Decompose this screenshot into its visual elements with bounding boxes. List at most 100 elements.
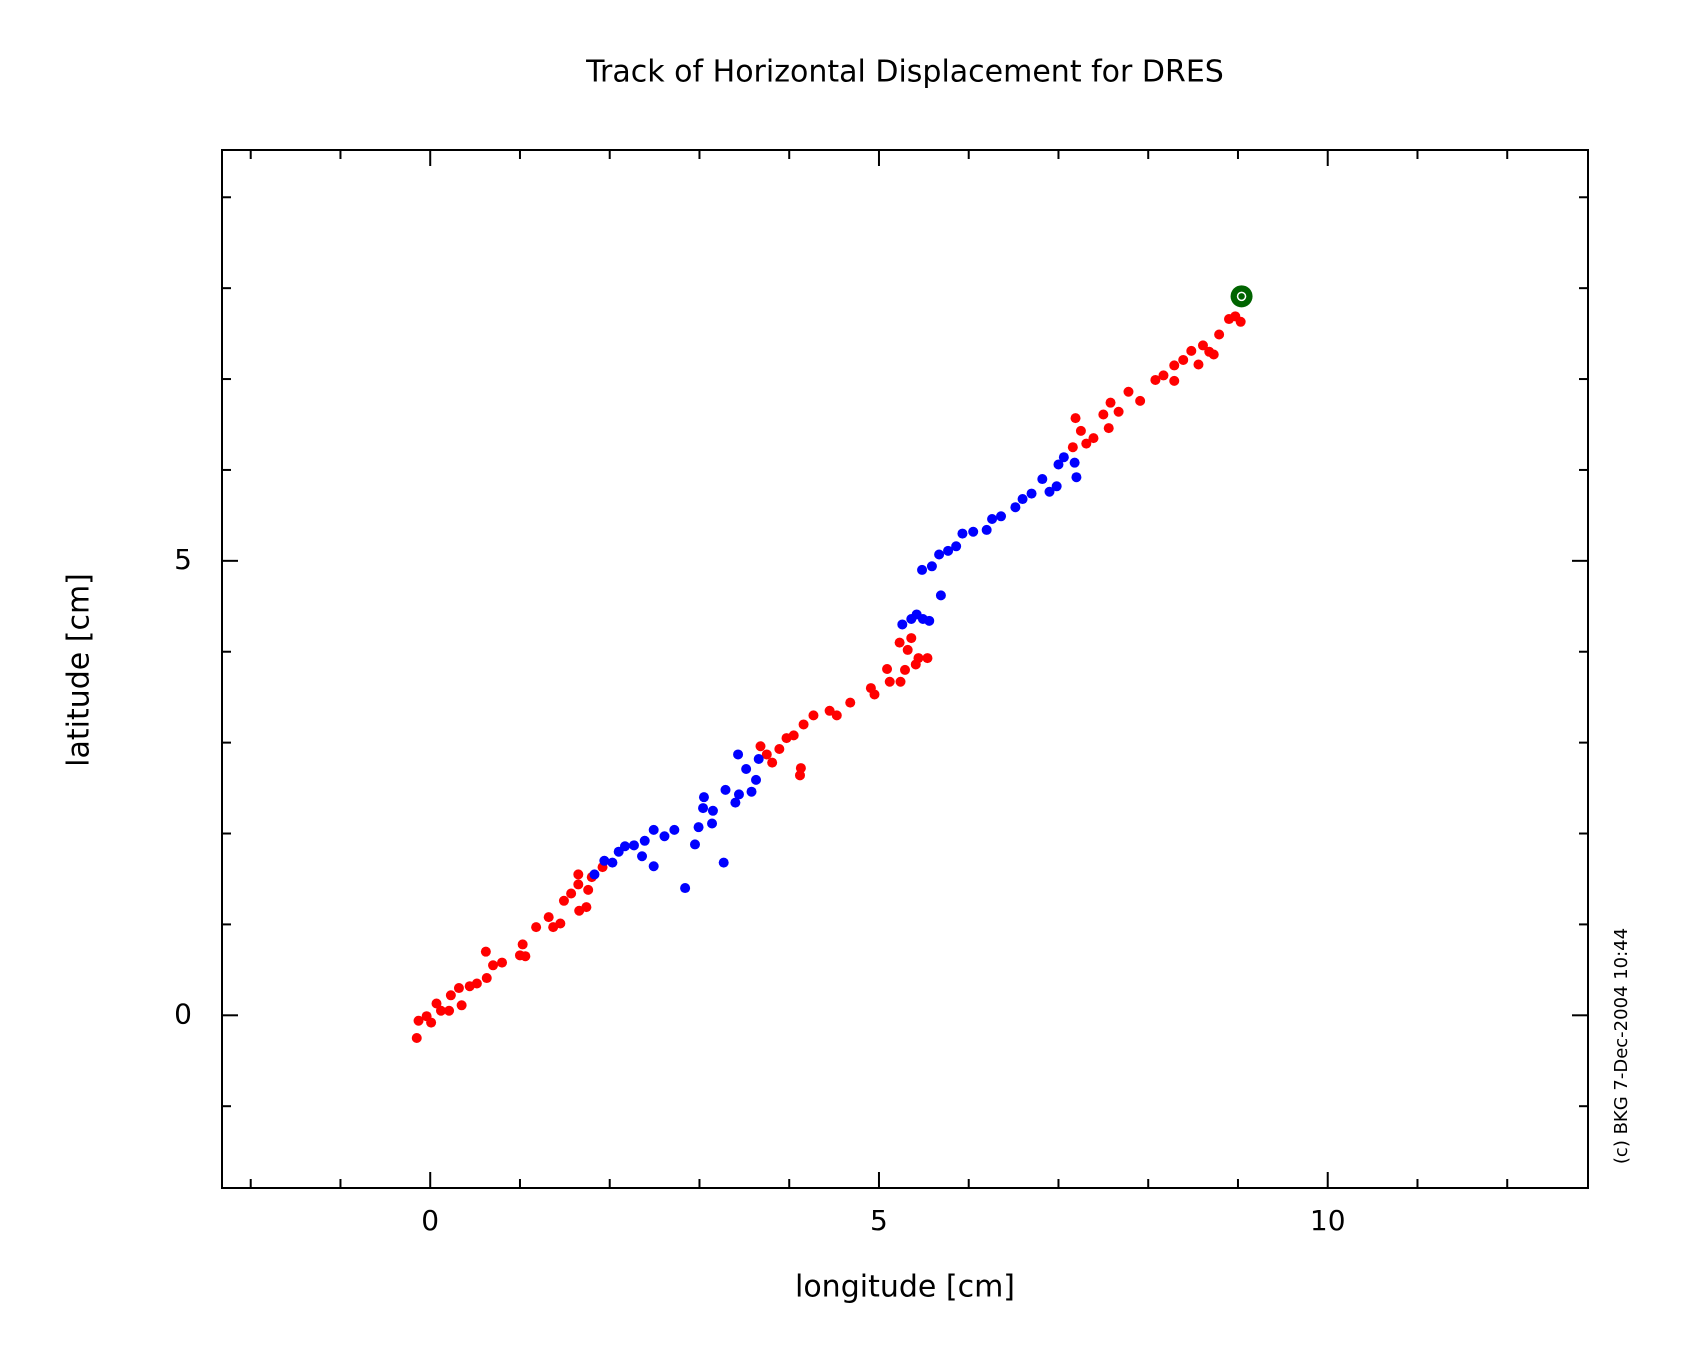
point [1071,472,1082,483]
point [573,879,584,890]
point-center [1236,291,1247,302]
point [680,883,691,894]
point [951,541,962,552]
point [1103,423,1114,434]
point [1037,474,1048,485]
point [628,840,639,851]
point [453,983,464,994]
point [573,869,584,880]
point [1070,413,1081,424]
point [741,763,752,774]
copyright-note: (c) BKG 7-Dec-2004 10:44 [1611,928,1632,1164]
point [456,1000,467,1011]
point [987,514,998,525]
point [445,990,456,1001]
plot-frame [221,149,1589,1189]
point [808,710,819,721]
point [480,946,491,957]
point [607,857,618,868]
point [761,749,772,760]
point [1214,329,1225,340]
point [648,824,659,835]
point [1044,486,1055,497]
point [1208,349,1219,360]
point [996,511,1007,522]
point [917,564,928,575]
point [1235,316,1246,327]
point [1017,494,1028,505]
point [1075,425,1086,436]
point [981,524,992,535]
point [733,789,744,800]
point [520,951,531,962]
point [639,835,650,846]
point [413,1015,424,1026]
chart-title: Track of Horizontal Displacement for DRE… [585,55,1224,90]
point [1193,359,1204,370]
point [795,763,806,774]
y-axis-label: latitude [cm] [62,573,97,767]
point [1026,488,1037,499]
point [1169,375,1180,386]
point [1105,397,1116,408]
point [581,902,592,913]
point [720,784,731,795]
point [831,710,842,721]
point [935,590,946,601]
point [648,861,659,872]
point [698,803,709,814]
point [555,918,566,929]
point [824,705,835,716]
point [583,884,594,895]
point [798,719,809,730]
x-tick-label: 10 [1310,1204,1346,1237]
point [733,749,744,760]
point [718,857,729,868]
point [755,741,766,752]
point [589,869,600,880]
point [531,922,542,933]
point [659,831,670,842]
point [1053,459,1064,470]
point [497,957,508,968]
point [707,805,718,816]
x-tick-label: 0 [421,1204,439,1237]
point [566,888,577,899]
point [444,1005,455,1016]
point [1051,481,1062,492]
point [924,615,935,626]
point [693,822,704,833]
point [1178,354,1189,365]
point [900,664,910,675]
point [1088,433,1099,444]
point [1197,340,1208,351]
point [1230,285,1253,308]
point [897,619,908,630]
y-tick-label: 0 [174,997,192,1030]
point [751,774,762,785]
point [884,676,895,687]
point [788,730,799,741]
x-axis-label: longitude [cm] [795,1270,1015,1305]
point [968,526,979,537]
point [431,998,442,1009]
point [895,676,906,687]
point [943,545,954,556]
point [869,689,880,700]
point [767,757,778,768]
point [1158,370,1169,381]
point [926,561,937,572]
point [1123,386,1134,397]
point [922,653,933,664]
x-tick-label: 5 [870,1204,888,1237]
point [1113,406,1124,417]
point [426,1017,437,1028]
point [894,637,905,648]
point [488,960,499,971]
point [1169,360,1180,371]
point [1150,374,1161,385]
point [637,851,648,862]
point [1010,502,1021,513]
point [753,753,764,764]
